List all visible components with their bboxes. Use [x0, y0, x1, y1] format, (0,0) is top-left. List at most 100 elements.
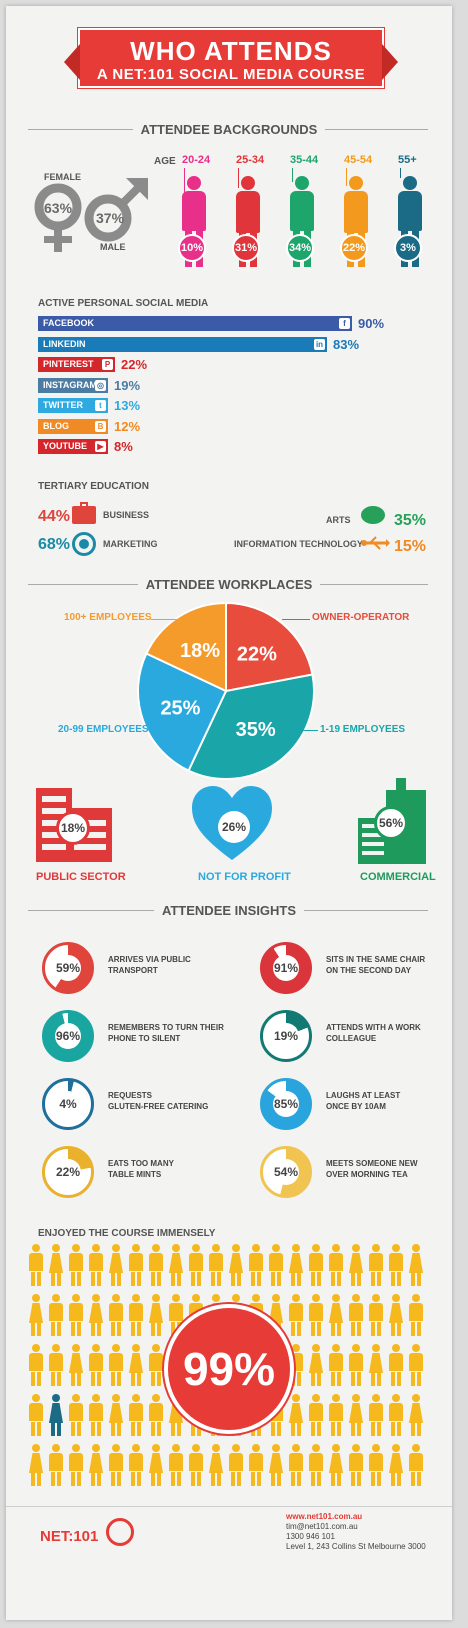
insight-line2: ON THE SECOND DAY [326, 966, 412, 975]
insight-ring: 22% [42, 1146, 94, 1198]
insight-line1: ARRIVES VIA PUBLIC [108, 955, 191, 964]
person-icon [68, 1394, 84, 1438]
insight-text: REQUESTS GLUTEN-FREE CATERING [108, 1090, 228, 1112]
social-name: BLOG [43, 420, 69, 431]
insight-line1: EATS TOO MANY [108, 1159, 174, 1168]
footer-website[interactable]: www.net101.com.au [286, 1512, 363, 1521]
insight-line1: REQUESTS [108, 1091, 153, 1100]
insight-pct: 91% [273, 955, 299, 981]
footer-logo: NET:101 [40, 1528, 99, 1545]
public-sector-pct: 18% [56, 811, 90, 845]
person-icon [368, 1394, 384, 1438]
insight-line1: MEETS SOMEONE NEW [326, 1159, 418, 1168]
person-icon [328, 1244, 344, 1288]
person-icon [348, 1444, 364, 1488]
insight-ring: 54% [260, 1146, 312, 1198]
social-bar: BLOG B [38, 418, 108, 434]
insight-line2: TABLE MINTS [108, 1170, 162, 1179]
education-title: TERTIARY EDUCATION [38, 481, 149, 492]
insight-line1: SITS IN THE SAME CHAIR [326, 955, 426, 964]
target-icon [72, 532, 96, 556]
person-icon [148, 1444, 164, 1488]
person-icon [248, 1244, 264, 1288]
leader-line [151, 619, 181, 620]
insight-text: REMEMBERS TO TURN THEIR PHONE TO SILENT [108, 1022, 228, 1044]
insight-line1: LAUGHS AT LEAST [326, 1091, 401, 1100]
person-icon [328, 1444, 344, 1488]
section-header: ATTENDEE WORKPLACES [6, 576, 452, 594]
social-name: LINKEDIN [43, 338, 86, 349]
commercial-pct: 56% [374, 806, 408, 840]
person-icon [148, 1344, 164, 1388]
not-for-profit-pct: 26% [218, 811, 250, 843]
person-icon [348, 1344, 364, 1388]
social-logo-icon: f [339, 318, 350, 329]
person-icon [188, 1244, 204, 1288]
insight-pct: 85% [273, 1091, 299, 1117]
insight-line2: TRANSPORT [108, 966, 158, 975]
male-symbol-icon [84, 178, 148, 242]
person-icon [48, 1244, 64, 1288]
footer-divider [6, 1506, 452, 1507]
social-bar: FACEBOOK f [38, 316, 352, 331]
person-icon [388, 1394, 404, 1438]
person-icon [28, 1244, 44, 1288]
person-icon [328, 1394, 344, 1438]
social-pct: 8% [114, 439, 133, 454]
public-sector-label: PUBLIC SECTOR [36, 871, 126, 883]
enjoyed-pct-badge: 99% [164, 1304, 294, 1434]
pie-slice [137, 652, 228, 772]
person-icon [108, 1294, 124, 1338]
person-icon [128, 1244, 144, 1288]
leader-line [300, 730, 318, 731]
insight-text: MEETS SOMEONE NEW OVER MORNING TEA [326, 1158, 446, 1180]
person-icon [368, 1344, 384, 1388]
social-name: FACEBOOK [43, 318, 95, 328]
person-icon [28, 1344, 44, 1388]
person-icon [308, 1394, 324, 1438]
social-name: PINTEREST [43, 359, 94, 369]
leader-line [150, 730, 162, 731]
pie-slice [187, 673, 315, 780]
insight-line2: ONCE BY 10AM [326, 1102, 386, 1111]
footer-email[interactable]: tim@net101.com.au [286, 1522, 358, 1531]
not-for-profit-label: NOT FOR PROFIT [198, 871, 291, 883]
insight-ring: 91% [260, 942, 312, 994]
business-label: BUSINESS [103, 510, 150, 520]
insight-line2: PHONE TO SILENT [108, 1034, 181, 1043]
social-bar: LINKEDIN in [38, 336, 327, 352]
title-banner: WHO ATTENDS A NET:101 SOCIAL MEDIA COURS… [64, 28, 398, 88]
person-icon [288, 1444, 304, 1488]
person-icon [68, 1444, 84, 1488]
person-icon [88, 1444, 104, 1488]
person-icon [108, 1244, 124, 1288]
page-subtitle: A NET:101 SOCIAL MEDIA COURSE [96, 66, 366, 83]
insight-text: LAUGHS AT LEAST ONCE BY 10AM [326, 1090, 446, 1112]
person-icon [368, 1444, 384, 1488]
social-bar: INSTAGRAM ◎ [38, 377, 108, 393]
marketing-pct: 68% [38, 536, 71, 553]
age-marker-line [292, 168, 293, 182]
female-pct: 63% [44, 200, 73, 216]
pie-slice [145, 601, 227, 693]
label-100-plus: 100+ EMPLOYEES [64, 612, 152, 623]
social-name: INSTAGRAM [43, 379, 97, 390]
footer-address: Level 1, 243 Collins St Melbourne 3000 [286, 1542, 426, 1551]
person-icon [128, 1294, 144, 1338]
pie-slice [225, 601, 314, 693]
person-icon [368, 1294, 384, 1338]
person-icon [88, 1294, 104, 1338]
workplace-pie-chart: 22% 35% 25% 18% [137, 601, 315, 780]
pie-slice-pct: 18% [180, 640, 220, 662]
person-icon [348, 1394, 364, 1438]
person-icon [308, 1344, 324, 1388]
person-icon [28, 1444, 44, 1488]
arts-pct: 35% [394, 512, 427, 529]
person-icon [88, 1244, 104, 1288]
person-icon [28, 1294, 44, 1338]
person-icon [348, 1294, 364, 1338]
section-title-backgrounds: ATTENDEE BACKGROUNDS [132, 122, 326, 137]
person-icon [328, 1344, 344, 1388]
insight-pct: 22% [55, 1159, 81, 1185]
person-icon [408, 1244, 424, 1288]
